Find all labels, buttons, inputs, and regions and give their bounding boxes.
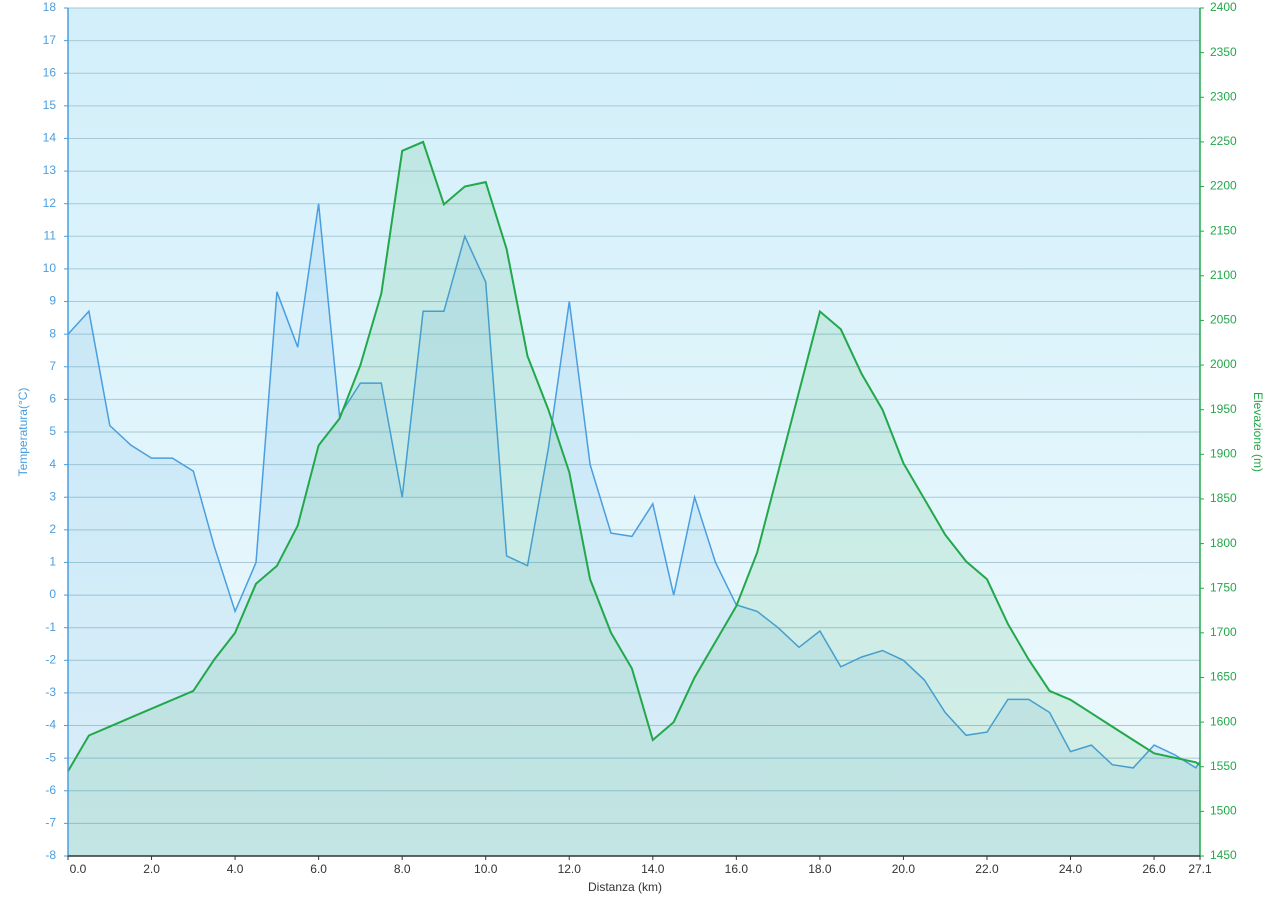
y2-tick-label: 1950: [1210, 402, 1237, 416]
y-tick-label: 17: [43, 33, 57, 47]
y-tick-label: -2: [45, 652, 56, 666]
y-tick-label: -7: [45, 816, 56, 830]
line: [67, 203, 1201, 769]
y-tick-label: 6: [49, 392, 56, 406]
y-tick-label: 11: [44, 228, 57, 242]
x-tick-label: 6.0: [310, 862, 327, 876]
y-tick-label: 16: [43, 65, 57, 79]
y-tick-label: -4: [45, 718, 56, 732]
y2-tick-label: 2100: [1210, 268, 1237, 282]
y2-tick-label: 1500: [1210, 804, 1237, 818]
line: [67, 140, 1201, 772]
y-tick-label: -6: [45, 783, 56, 797]
y2-tick-label: 2200: [1210, 179, 1237, 193]
y2-tick-label: 2400: [1210, 0, 1237, 14]
y-tick-label: 10: [43, 261, 57, 275]
y-tick-label: -8: [45, 848, 56, 862]
x-tick-label: 8.0: [394, 862, 411, 876]
x-tick-label: 18.0: [808, 862, 832, 876]
y-tick-label: 1: [49, 555, 56, 569]
y2-tick-label: 1750: [1210, 580, 1237, 594]
y-tick-label: 3: [49, 489, 56, 503]
x-tick-label: 26.0: [1142, 862, 1166, 876]
y-tick-label: 12: [43, 196, 57, 210]
y-tick-label: 15: [43, 98, 57, 112]
x-tick-label: 14.0: [641, 862, 665, 876]
y-tick-label: 8: [49, 326, 56, 340]
y2-tick-label: 1650: [1210, 670, 1237, 684]
x-tick-label: 16.0: [725, 862, 749, 876]
x-tick-label: 27.1: [1188, 862, 1212, 876]
y2-tick-label: 1450: [1210, 848, 1237, 862]
x-axis-title: Distanza (km): [588, 880, 662, 894]
y-axis-title: Temperatura(°C): [16, 388, 30, 477]
x-tick-label: 2.0: [143, 862, 160, 876]
y2-tick-label: 1900: [1210, 446, 1237, 460]
y-tick-label: 18: [43, 0, 57, 14]
y2-tick-label: 2000: [1210, 357, 1237, 371]
y-tick-label: 13: [43, 163, 57, 177]
x-tick-label: 10.0: [474, 862, 498, 876]
y-tick-label: -1: [45, 620, 56, 634]
y2-tick-label: 1800: [1210, 536, 1237, 550]
y2-tick-label: 2150: [1210, 223, 1237, 237]
y-tick-label: 9: [49, 294, 56, 308]
x-tick-label: 4.0: [227, 862, 244, 876]
y2-tick-label: 2250: [1210, 134, 1237, 148]
y-tick-label: 2: [49, 522, 56, 536]
y2-tick-label: 1600: [1210, 714, 1237, 728]
y2-tick-label: 1700: [1210, 625, 1237, 639]
y-tick-label: -3: [45, 685, 56, 699]
y2-axis-title: Elevazione (m): [1251, 392, 1265, 472]
y-tick-label: 0: [49, 587, 56, 601]
y2-tick-label: 2300: [1210, 89, 1237, 103]
y2-tick-label: 1850: [1210, 491, 1237, 505]
y2-tick-label: 2050: [1210, 313, 1237, 327]
y-tick-label: 14: [43, 131, 57, 145]
y-tick-label: 4: [49, 457, 56, 471]
x-tick-label: 22.0: [975, 862, 999, 876]
area: [68, 203, 1200, 856]
area: [68, 141, 1200, 856]
y2-tick-label: 1550: [1210, 759, 1237, 773]
x-tick-label: 24.0: [1059, 862, 1083, 876]
y-tick-label: 5: [49, 424, 56, 438]
x-tick-label: 12.0: [558, 862, 582, 876]
y-tick-label: -5: [45, 750, 56, 764]
x-tick-label: 20.0: [892, 862, 916, 876]
x-tick-label: 0.0: [70, 862, 87, 876]
y2-tick-label: 2350: [1210, 45, 1237, 59]
y-tick-label: 7: [49, 359, 56, 373]
